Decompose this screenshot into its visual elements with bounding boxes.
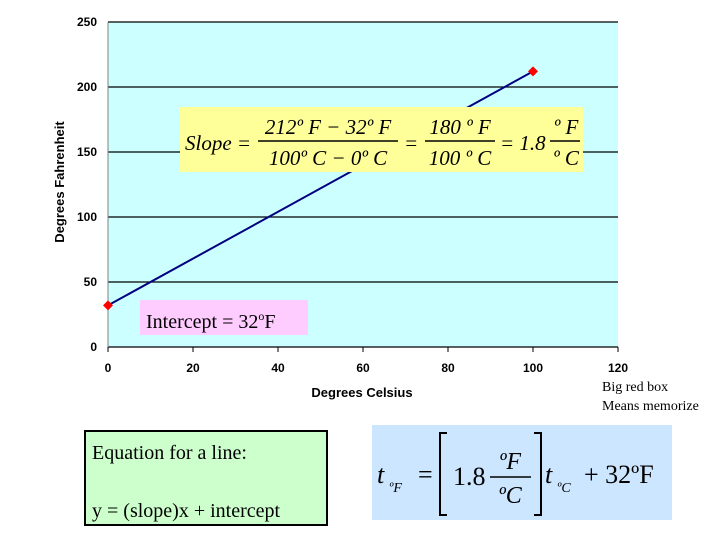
intercept-box [140, 300, 308, 335]
y-tick-label: 250 [77, 15, 97, 29]
note: Big red box [602, 380, 668, 395]
intercept-label: Intercept = 32oF [146, 309, 275, 333]
y-tick-label: 50 [84, 275, 98, 289]
formula-t: t [377, 460, 385, 489]
formula-den: ºC [498, 483, 522, 509]
x-tick-label: 0 [105, 361, 112, 375]
intercept-text: Intercept = 32 [146, 311, 258, 333]
slope-num: º F [554, 115, 579, 139]
x-tick-label: 40 [271, 361, 285, 375]
plot-area [108, 22, 618, 347]
formula-rest: + 32ºF [584, 460, 654, 489]
data-point [103, 300, 113, 311]
chart: 0 50 100 150 200 250 0 20 40 60 80 100 120 [77, 15, 628, 375]
bracket [534, 432, 542, 516]
slope-value: = 1.8 [500, 131, 546, 155]
data-point [528, 66, 538, 77]
note: Means memorize [602, 399, 699, 414]
slope-num: 212º F − 32º F [265, 115, 392, 139]
x-axis-label: Degrees Celsius [311, 385, 412, 400]
slope-formula: Slope = 212º F − 32º F 100º C − 0º C = 1… [185, 115, 580, 170]
line-box-title: Equation for a line: [92, 442, 247, 464]
slope-num: 180 º F [429, 115, 491, 139]
line-box-equation: y = (slope)x + intercept [92, 500, 281, 522]
y-tick-label: 200 [77, 80, 97, 94]
formula-coef: 1.8 [453, 462, 486, 491]
x-tick-label: 120 [608, 361, 628, 375]
formula-num: ºF [499, 449, 521, 475]
x-tick-label: 100 [523, 361, 543, 375]
x-tick-label: 60 [356, 361, 370, 375]
formula-sub: ºF [389, 481, 402, 496]
slope-den: 100º C − 0º C [269, 146, 388, 170]
formula-t: t [545, 460, 553, 489]
unit: F [264, 311, 275, 333]
y-axis-label: Degrees Fahrenheit [52, 121, 67, 243]
slope-den: 100 º C [429, 146, 493, 170]
degree: o [258, 309, 264, 323]
line-box [84, 430, 328, 526]
equals: = [404, 131, 418, 155]
x-tick-label: 20 [186, 361, 200, 375]
slope-box [180, 107, 583, 172]
formula-sub: ºC [557, 481, 571, 496]
slope-lhs: Slope = [185, 131, 251, 155]
y-tick-label: 150 [77, 145, 97, 159]
y-tick-label: 100 [77, 210, 97, 224]
formula-box [372, 425, 672, 520]
x-tick-label: 80 [441, 361, 455, 375]
slope-den: º C [553, 146, 580, 170]
formula-equals: = [418, 460, 433, 489]
bracket [439, 432, 447, 516]
y-tick-label: 0 [90, 340, 97, 354]
conversion-formula: t ºF = 1.8 ºF ºC t ºC + 32ºF [377, 432, 654, 516]
